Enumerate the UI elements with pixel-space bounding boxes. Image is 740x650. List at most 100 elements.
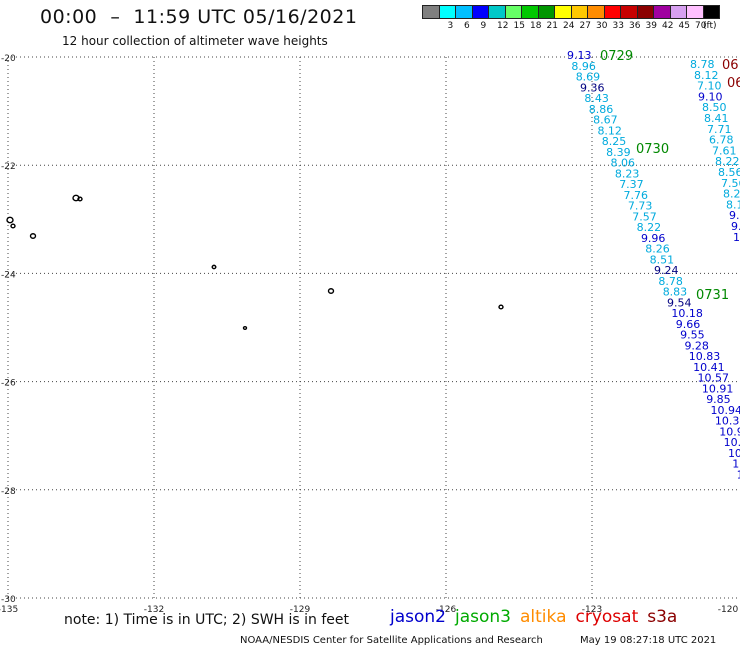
swh-value: 11.: [732, 458, 740, 471]
swh-value: 9.24: [654, 264, 679, 277]
legend-unit: (ft): [703, 21, 717, 31]
swh-value: 8.06: [611, 157, 636, 170]
swh-value: 7.71: [707, 123, 732, 136]
swh-value: 9.96: [641, 232, 666, 245]
legend-swatches: [422, 5, 720, 19]
legend-tick-label: 15: [513, 21, 525, 31]
legend-tick-label: 36: [629, 21, 641, 31]
lon-tick-label: -129: [290, 605, 311, 615]
swh-value: 8.26: [645, 243, 670, 256]
lon-tick-label: -120: [718, 605, 739, 615]
lat-tick-label: -22: [1, 162, 16, 172]
swh-value: 8.43: [584, 92, 609, 105]
swh-value: 10.94: [711, 404, 740, 417]
color-legend: 3 6 9 12 15 18 21 24 27 30 33 36 39 42 45 70 (ft): [422, 5, 720, 31]
pass-time-label: 06: [727, 76, 740, 91]
lat-tick-label: -20: [1, 54, 16, 64]
swh-value: 8.56: [718, 166, 740, 179]
legend-tick-label: 39: [645, 21, 657, 31]
legend-tick-label: 6: [464, 21, 470, 31]
lat-tick-label: -30: [1, 595, 16, 605]
swh-value: 8.12: [597, 124, 622, 137]
swh-value: 8.86: [589, 103, 614, 116]
swh-value: 10.27: [724, 436, 740, 449]
footer-note: note: 1) Time is in UTC; 2) SWH is in fe…: [64, 612, 350, 628]
swh-value: 8.69: [576, 71, 601, 84]
swh-value: 8.67: [593, 114, 618, 127]
swh-value: 10.41: [693, 361, 725, 374]
swh-value: 8.78: [658, 275, 683, 288]
swh-value: 10.57: [698, 372, 730, 385]
swh-value: 11: [737, 468, 740, 481]
satellite-label: jason2: [390, 607, 446, 627]
page-subtitle: 12 hour collection of altimeter wave hei…: [62, 34, 328, 48]
lon-tick-label: -123: [582, 605, 602, 615]
swh-value: 9.54: [667, 296, 692, 309]
swh-value: 10.93: [719, 425, 740, 438]
swh-value: 7.37: [619, 178, 644, 191]
island-outline: [327, 288, 335, 294]
swh-value: 10.0: [728, 447, 740, 460]
lon-tick-label: -126: [436, 605, 457, 615]
island-outline: [6, 216, 14, 224]
island-outline: [77, 196, 83, 202]
swh-value: 9.36: [580, 81, 605, 94]
swh-value: 10.30: [715, 415, 740, 428]
legend-tick-label: 70: [695, 21, 707, 31]
swh-value: 8.78: [690, 58, 715, 71]
legend-tick-label: 9: [480, 21, 487, 31]
swh-value: 8.39: [606, 146, 631, 159]
swh-value: 8.41: [704, 112, 729, 125]
swh-value: 7.73: [628, 200, 653, 213]
swh-value: 6.78: [709, 134, 734, 147]
swh-value: 8.83: [663, 286, 688, 299]
lat-tick-label: -28: [1, 487, 16, 497]
legend-swatch: [702, 5, 720, 19]
swh-value: 8.22: [637, 221, 662, 234]
pass-time-label: 0731: [696, 288, 729, 303]
swh-value: 9.13: [567, 49, 592, 62]
satellite-label: cryosat: [575, 607, 639, 627]
pass-time-label: 0730: [636, 142, 669, 157]
satellite-label: s3a: [647, 607, 678, 627]
swh-value: 9.85: [706, 393, 731, 406]
island-outline: [29, 233, 37, 239]
swh-value: 8.22: [715, 155, 740, 168]
swh-value: 7.76: [624, 189, 649, 202]
lon-tick-label: -135: [0, 605, 18, 615]
satellite-legend: jason2 jason3 altika cryosat s3a: [390, 607, 686, 627]
swh-value: 10.91: [702, 382, 734, 395]
legend-tick-label: 12: [497, 21, 509, 31]
legend-tick-label: 3: [447, 21, 454, 31]
swh-value: 8.50: [702, 101, 727, 114]
swh-value: 8.12: [694, 69, 719, 82]
swh-value: 7.57: [632, 210, 657, 223]
island-outline: [211, 264, 217, 270]
swh-value: 9.66: [676, 318, 701, 331]
satellite-label: altika: [520, 607, 567, 627]
satellite-label: jason3: [455, 607, 511, 627]
pass-time-label: 06: [722, 58, 739, 73]
timestamp-text: May 19 08:27:18 UTC 2021: [580, 635, 717, 646]
page-title: 00:00 – 11:59 UTC 05/16/2021: [40, 6, 358, 28]
swh-value: 7.61: [712, 144, 737, 157]
swh-value: 7.56: [721, 177, 740, 190]
legend-tick-label: 18: [530, 21, 542, 31]
swh-value: 8.51: [650, 253, 675, 266]
swh-value: 8.96: [571, 60, 596, 73]
swh-value: 9.28: [684, 339, 709, 352]
swh-value: 10: [733, 231, 740, 244]
swh-value: 10.83: [689, 350, 721, 363]
legend-tick-label: 30: [596, 21, 608, 31]
swh-value: 8.23: [615, 167, 640, 180]
legend-tick-label: 24: [563, 21, 575, 31]
swh-value: 8.2: [723, 188, 740, 201]
pass-time-label: 0729: [600, 49, 633, 64]
swh-value: 9.: [729, 209, 740, 222]
legend-tick-label: 33: [612, 21, 624, 31]
lat-tick-label: -24: [1, 270, 16, 280]
legend-tick-label: 42: [662, 21, 674, 31]
credit-text: NOAA/NESDIS Center for Satellite Applica…: [240, 635, 543, 646]
swh-value: 8.25: [602, 135, 627, 148]
